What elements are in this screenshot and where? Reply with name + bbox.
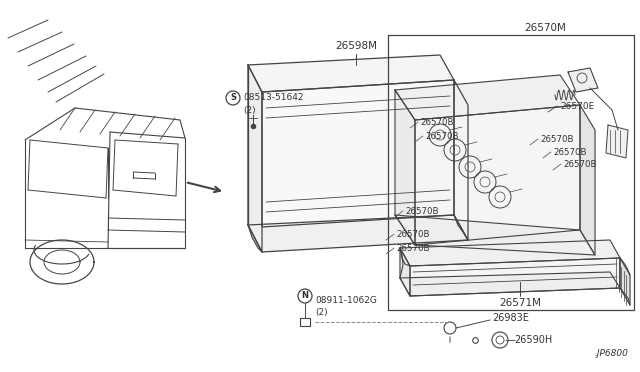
Text: N: N (301, 292, 308, 301)
Text: 26570M: 26570M (524, 23, 566, 33)
Polygon shape (400, 240, 620, 266)
Text: 26570B: 26570B (396, 230, 429, 239)
Text: 26570B: 26570B (405, 207, 438, 216)
Polygon shape (568, 68, 598, 92)
Text: 26570B: 26570B (420, 118, 454, 127)
Text: 26570B: 26570B (396, 244, 429, 253)
Polygon shape (580, 105, 595, 255)
Polygon shape (395, 90, 415, 245)
Polygon shape (415, 105, 580, 245)
Polygon shape (248, 65, 262, 252)
Text: 26571M: 26571M (499, 298, 541, 308)
Text: 26983E: 26983E (492, 313, 529, 323)
Text: 08513-51642: 08513-51642 (243, 93, 303, 102)
Text: 26598M: 26598M (335, 41, 377, 51)
Text: (2): (2) (315, 308, 328, 317)
Polygon shape (410, 258, 620, 296)
Text: 26570B: 26570B (425, 132, 458, 141)
Polygon shape (400, 272, 620, 296)
Text: .JP6800: .JP6800 (594, 349, 628, 358)
Text: (2): (2) (243, 106, 255, 115)
Polygon shape (454, 80, 468, 240)
Text: 26590H: 26590H (514, 335, 552, 345)
Polygon shape (262, 80, 454, 227)
Polygon shape (395, 75, 580, 120)
Polygon shape (395, 215, 595, 255)
Text: 08911-1062G: 08911-1062G (315, 296, 377, 305)
Text: S: S (230, 93, 236, 103)
Text: 26570E: 26570E (560, 102, 595, 111)
Text: 26570B: 26570B (563, 160, 596, 169)
Polygon shape (400, 248, 410, 296)
Text: 26570B: 26570B (553, 148, 586, 157)
Polygon shape (606, 125, 628, 158)
Text: —: — (504, 335, 515, 345)
Text: 26570B: 26570B (540, 135, 573, 144)
Polygon shape (620, 258, 630, 305)
Polygon shape (248, 215, 468, 252)
Polygon shape (248, 55, 454, 92)
